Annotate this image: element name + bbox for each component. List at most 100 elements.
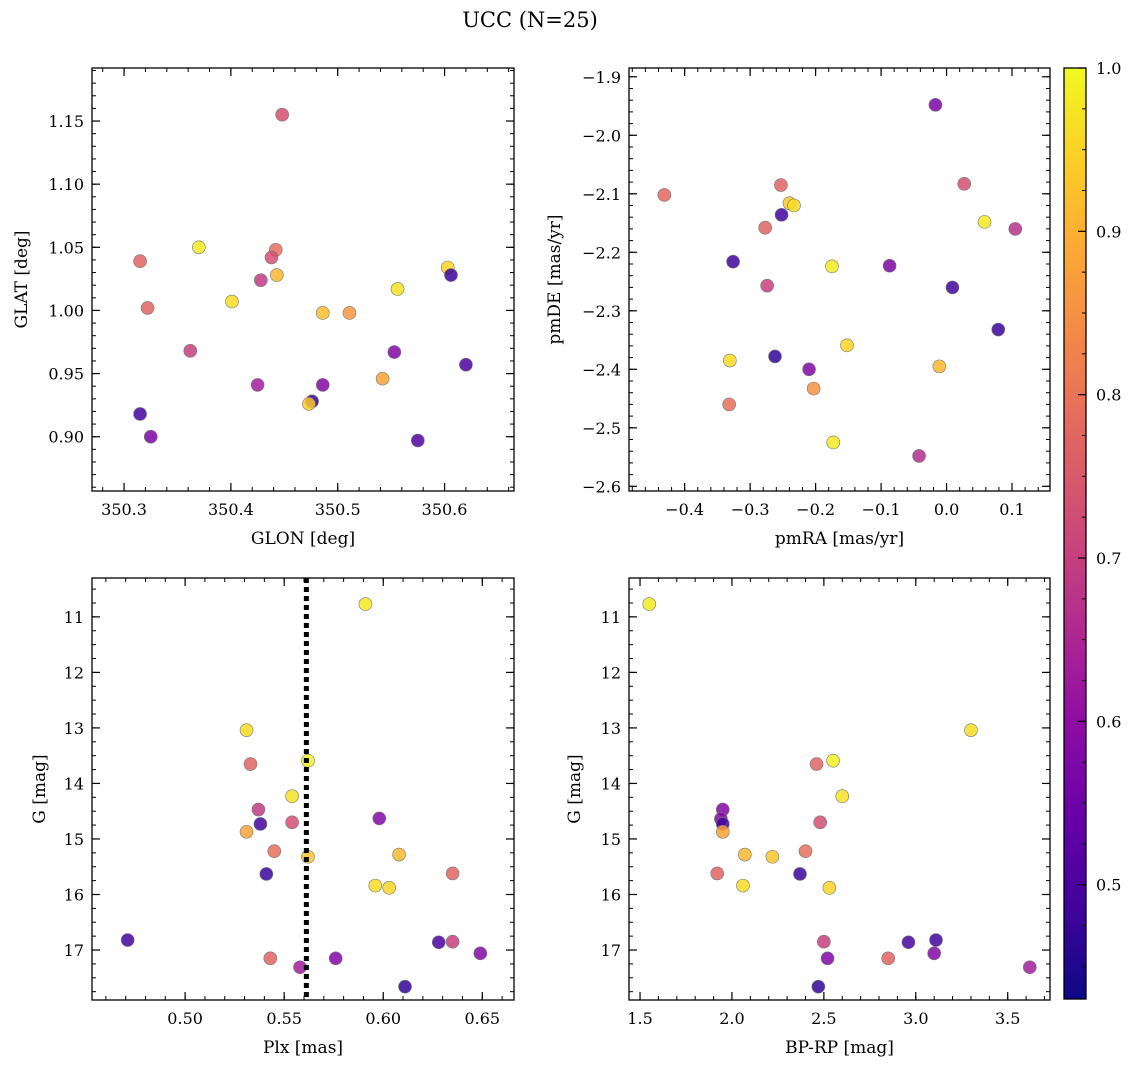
scatter-point: [1008, 222, 1023, 236]
scatter-point: [723, 353, 737, 368]
scatter-point: [945, 280, 960, 295]
y-tick-label: 17: [601, 941, 621, 960]
x-tick-label: 0.50: [167, 1009, 203, 1028]
x-axis-label: pmRA [mas/yr]: [775, 529, 904, 549]
x-tick-label: −0.4: [665, 500, 704, 519]
x-axis-label: BP-RP [mag]: [785, 1038, 894, 1058]
scatter-point: [315, 378, 330, 392]
x-tick-label: 350.5: [315, 500, 361, 519]
y-tick-label: 15: [64, 830, 84, 849]
scatter-point: [929, 933, 943, 947]
scatter-point: [957, 177, 972, 191]
scatter-point: [1022, 960, 1037, 975]
y-tick-label: 1.05: [48, 238, 84, 257]
scatter-point: [372, 811, 387, 826]
y-tick-label: −2.2: [582, 243, 621, 262]
scatter-point: [774, 178, 788, 192]
scatter-point: [825, 259, 839, 274]
scatter-point: [657, 188, 672, 202]
colorbar-tick-label: 0.8: [1096, 386, 1121, 405]
y-axis-label: G [mag]: [30, 754, 50, 823]
x-tick-label: 3.5: [995, 1009, 1020, 1028]
y-tick-label: 1.15: [48, 112, 84, 131]
x-tick-label: 2.5: [811, 1009, 836, 1028]
scatter-point: [264, 250, 279, 265]
scatter-point: [774, 208, 789, 222]
y-axis-label: G [mag]: [565, 754, 585, 823]
scatter-point: [977, 215, 992, 229]
scatter-point: [253, 273, 268, 287]
y-tick-label: 11: [601, 608, 621, 627]
scatter-point: [225, 294, 239, 309]
x-tick-label: −0.2: [796, 500, 835, 519]
scatter-point: [382, 881, 396, 895]
y-tick-label: 1.00: [48, 301, 84, 320]
scatter-point: [912, 449, 926, 463]
scatter-point: [431, 935, 446, 950]
scatter-point: [840, 338, 854, 353]
scatter-point: [375, 371, 390, 386]
axes-frame: [91, 67, 515, 492]
scatter-point: [811, 979, 826, 994]
scatter-point: [250, 378, 265, 392]
y-tick-label: 14: [64, 774, 84, 793]
colorbar: 0.5 0.6 0.7 0.8 0.9 1.0: [1063, 59, 1121, 1000]
x-tick-label: 0.65: [464, 1009, 500, 1028]
x-tick-label: 350.6: [422, 500, 468, 519]
scatter-point: [140, 301, 155, 315]
y-tick-label: −2.0: [582, 126, 621, 145]
scatter-point: [253, 817, 268, 831]
scatter-point: [445, 866, 460, 881]
figure-title: UCC (N=25): [462, 8, 598, 32]
x-tick-label: 0.55: [266, 1009, 302, 1028]
scatter-point: [813, 815, 827, 830]
scatter-point: [270, 268, 284, 282]
y-tick-label: −1.9: [582, 68, 621, 87]
scatter-point: [802, 362, 816, 377]
scatter-point: [263, 951, 278, 966]
scatter-point: [398, 979, 412, 994]
y-tick-label: 12: [64, 663, 84, 682]
x-tick-label: 350.4: [208, 500, 254, 519]
scatter-point: [444, 268, 458, 282]
y-tick-label: −2.3: [582, 302, 621, 321]
scatter-point: [259, 867, 274, 881]
scatter-point: [267, 844, 282, 858]
panel-1: 350.3 350.4 350.5 350.6 0.90 0.95 1.00 1.05 1.10…: [12, 67, 515, 549]
y-tick-label: 14: [601, 774, 621, 793]
scatter-point: [806, 381, 821, 396]
scatter-point: [809, 757, 824, 771]
scatter-point: [787, 198, 801, 213]
scatter-point: [368, 878, 383, 893]
scatter-point: [387, 345, 402, 359]
scatter-point: [133, 254, 147, 268]
scatter-point: [738, 847, 752, 862]
scatter-point: [835, 789, 850, 804]
scatter-point: [964, 723, 978, 737]
scatter-point: [358, 597, 373, 611]
scatter-point: [328, 951, 343, 966]
panel-3: 0.50 0.55 0.60 0.65 11 12 13 14 15 16 17 Plx [mas] G…: [30, 577, 515, 1058]
axes-frame: [628, 577, 1051, 1001]
scatter-point: [793, 867, 807, 881]
scatter-point: [243, 757, 258, 771]
y-tick-label: 12: [601, 663, 621, 682]
y-tick-label: −2.6: [582, 477, 621, 496]
scatter-point: [239, 723, 254, 737]
scatter-point: [882, 258, 897, 273]
x-tick-label: −0.3: [731, 500, 770, 519]
scatter-point: [817, 934, 831, 949]
y-tick-label: 13: [601, 719, 621, 738]
panel-4: 1.5 2.0 2.5 3.0 3.5 11 12 13 14 15 16 17 BP-RP [mag]…: [565, 577, 1051, 1058]
y-tick-label: 16: [64, 886, 84, 905]
scatter-point: [932, 359, 947, 374]
panel-2: −0.4 −0.3 −0.2 −0.1 0.0 0.1 −2.6 −2.5 −2.4 −2.3 −2…: [545, 67, 1051, 549]
scatter-point: [390, 282, 405, 296]
scatter-point: [445, 934, 460, 949]
y-axis-label: GLAT [deg]: [12, 230, 32, 328]
axes-frame: [628, 67, 1051, 492]
scatter-point: [991, 322, 1006, 337]
x-tick-label: −0.1: [862, 500, 901, 519]
panels: 350.3 350.4 350.5 350.6 0.90 0.95 1.00 1.05 1.10…: [12, 67, 1051, 1058]
